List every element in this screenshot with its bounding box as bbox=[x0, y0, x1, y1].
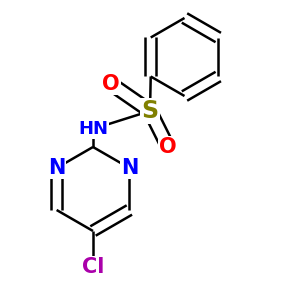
Text: S: S bbox=[141, 99, 159, 123]
Text: O: O bbox=[102, 74, 120, 94]
Text: Cl: Cl bbox=[82, 257, 104, 277]
Text: N: N bbox=[121, 158, 138, 178]
Text: N: N bbox=[48, 158, 65, 178]
Text: O: O bbox=[159, 137, 177, 157]
Text: HN: HN bbox=[78, 120, 108, 138]
